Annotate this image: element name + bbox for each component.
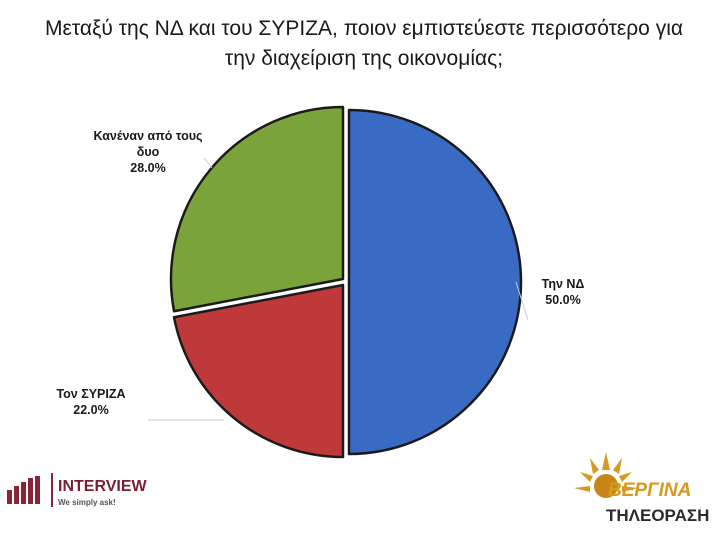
interview-logo-tagline: We simply ask! xyxy=(58,498,116,507)
slice-label-none: Κανέναν από τους δυο 28.0% xyxy=(78,128,218,176)
leader-line-none xyxy=(203,157,213,169)
slice-label-nd: Την ΝΔ 50.0% xyxy=(508,276,618,308)
slice-label-syriza: Τον ΣΥΡΙΖΑ 22.0% xyxy=(36,386,146,418)
slice-label-syriza-value: 22.0% xyxy=(73,403,109,417)
vergina-logo: ΒΕΡΓΙΝΑ ΤΗΛΕΟΡΑΣΗ xyxy=(566,448,716,546)
slice-syriza xyxy=(172,283,345,459)
slice-label-syriza-name: Τον ΣΥΡΙΖΑ xyxy=(56,387,126,401)
chart-title-line-2: την διαχείριση της οικονομίας; xyxy=(224,47,504,70)
interview-logo-name: INTERVIEW xyxy=(58,478,147,495)
slice-label-none-name-1: Κανέναν από τους xyxy=(93,129,203,143)
chart-title-line-1: Μεταξύ της ΝΔ και του ΣΥΡΙΖΑ, ποιον εμπι… xyxy=(45,17,683,40)
slice-nd xyxy=(347,108,523,456)
slice-none xyxy=(169,105,345,313)
slice-label-none-name-2: δυο xyxy=(136,145,160,159)
chart-title: Μεταξύ της ΝΔ και του ΣΥΡΙΖΑ, ποιον εμπι… xyxy=(0,14,728,74)
slice-label-nd-name: Την ΝΔ xyxy=(541,277,585,291)
vergina-logo-name: ΒΕΡΓΙΝΑ xyxy=(608,480,692,501)
slice-label-none-value: 28.0% xyxy=(130,161,166,175)
vergina-logo-subtitle: ΤΗΛΕΟΡΑΣΗ xyxy=(606,506,710,525)
slice-label-nd-value: 50.0% xyxy=(545,293,581,307)
interview-bars-icon xyxy=(7,476,40,504)
interview-logo: INTERVIEW We simply ask! xyxy=(7,468,177,516)
vergina-sun-icon xyxy=(574,452,638,498)
leader-line-nd xyxy=(515,281,529,321)
